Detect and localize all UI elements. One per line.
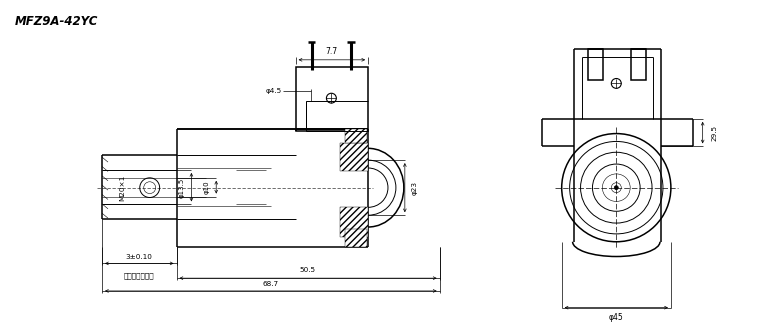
Text: φ10: φ10 — [203, 181, 209, 195]
Text: φ4.5: φ4.5 — [266, 88, 282, 94]
Text: 50.5: 50.5 — [300, 267, 316, 273]
Bar — [631, 49, 646, 80]
Bar — [588, 49, 604, 80]
Text: 电磁铁得电位置: 电磁铁得电位置 — [123, 272, 154, 279]
Text: 7.7: 7.7 — [326, 47, 338, 56]
Bar — [345, 129, 367, 143]
Bar — [340, 143, 368, 171]
Text: φ23: φ23 — [412, 181, 417, 195]
Bar — [340, 207, 368, 237]
Text: MFZ9A-42YC: MFZ9A-42YC — [15, 14, 98, 28]
Text: 29.5: 29.5 — [712, 125, 718, 141]
Text: 68.7: 68.7 — [263, 281, 279, 287]
Text: M20×1: M20×1 — [119, 174, 125, 201]
Bar — [345, 229, 367, 247]
Text: 3±0.10: 3±0.10 — [126, 253, 152, 259]
Text: φ13.5: φ13.5 — [178, 177, 185, 198]
Text: φ45: φ45 — [609, 313, 624, 322]
Bar — [296, 67, 368, 131]
Circle shape — [614, 186, 618, 190]
